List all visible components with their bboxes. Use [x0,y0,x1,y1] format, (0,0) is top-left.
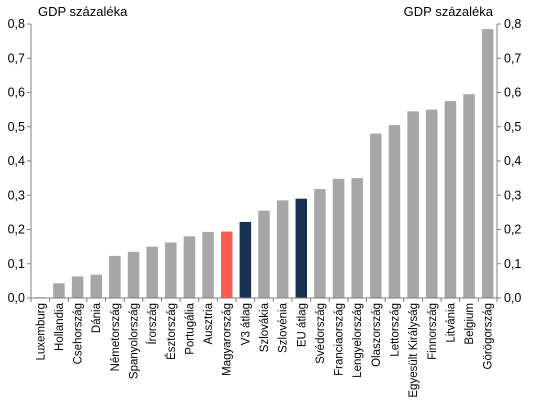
x-category-label: Lengyelország [352,303,364,378]
bar [202,231,214,298]
left-y-tick-label: 0,0 [8,291,25,305]
bar [332,178,345,298]
bar [127,251,140,298]
x-category-label: Ausztria [203,302,215,344]
x-category-label: Görögország [483,303,495,369]
bar [407,111,419,299]
x-category-label: Portugália [184,302,196,354]
bar [71,276,84,298]
right-y-ticks: 0,0 0,1 0,2 0,3 0,4 0,5 0,6 0,7 0,8 [504,17,521,305]
bar [239,221,252,298]
bar [463,94,475,299]
x-category-label: Finnország [427,303,439,360]
bar [426,109,438,298]
bar [444,101,457,298]
left-y-tick-label: 0,5 [8,120,25,134]
left-y-tick-label: 0,2 [8,223,25,237]
left-y-tick-label: 0,6 [8,86,25,100]
bars-group [34,29,494,299]
right-y-tick-label: 0,5 [504,120,521,134]
left-y-tick-label: 0,3 [8,188,25,202]
left-y-tick-label: 0,7 [8,51,25,65]
bar [276,200,289,298]
bar [53,283,65,298]
bar [370,133,382,298]
left-y-ticks: 0,0 0,1 0,2 0,3 0,4 0,5 0,6 0,7 0,8 [8,17,25,305]
right-y-tick-label: 0,3 [504,188,521,202]
x-category-label: Dánia [91,302,103,333]
x-category-label: Észtország [165,303,178,360]
x-category-label: EU átlag [296,303,308,347]
x-category-label: Magyarország [222,303,234,376]
bar [258,210,270,298]
left-y-tick-label: 0,1 [8,257,25,271]
x-category-label: Lettország [389,303,401,357]
left-axis-unit-label: GDP százaléka [38,4,128,19]
right-y-tick-label: 0,2 [504,223,521,237]
x-category-label: Svédország [315,303,327,364]
right-y-tick-label: 0,7 [504,51,521,65]
bar [295,198,308,298]
right-y-tick-label: 0,0 [504,291,521,305]
right-y-tick-label: 0,6 [504,86,521,100]
right-y-tick-label: 0,4 [504,154,521,168]
bar [165,242,177,298]
bar [481,29,494,298]
x-category-label: Németország [110,303,122,371]
bar [314,189,326,298]
left-y-tick-label: 0,8 [8,17,25,31]
x-category-labels: Luxemburg Hollandia Csehország Dánia Németor… [35,302,494,397]
x-category-label: Franciaország [334,303,346,376]
bar [183,236,196,298]
x-category-label: Spanyolország [129,303,141,379]
bar [146,246,158,298]
bar [109,255,121,298]
x-category-label: Luxemburg [35,303,47,361]
x-category-label: Szlovénia [278,302,290,352]
right-y-tick-label: 0,1 [504,257,521,271]
x-category-label: Belgium [464,303,476,345]
left-y-tick-label: 0,4 [8,154,25,168]
axes-group [27,23,501,302]
x-category-label: Csehország [73,303,85,364]
x-category-label: Írország [146,303,159,345]
x-category-label: Szlovákia [259,302,271,352]
bar [220,231,233,298]
bar [90,274,102,298]
right-axis-unit-label: GDP százaléka [403,4,493,19]
bar [351,178,363,298]
x-category-label: V3 átlag [240,303,252,345]
x-category-label: Hollandia [54,302,66,351]
x-category-label: Litvánia [445,302,457,342]
bar [388,125,401,298]
x-category-label: Olaszország [371,303,383,367]
x-category-label: Egyesült Királyság [408,303,420,398]
right-y-tick-label: 0,8 [504,17,521,31]
